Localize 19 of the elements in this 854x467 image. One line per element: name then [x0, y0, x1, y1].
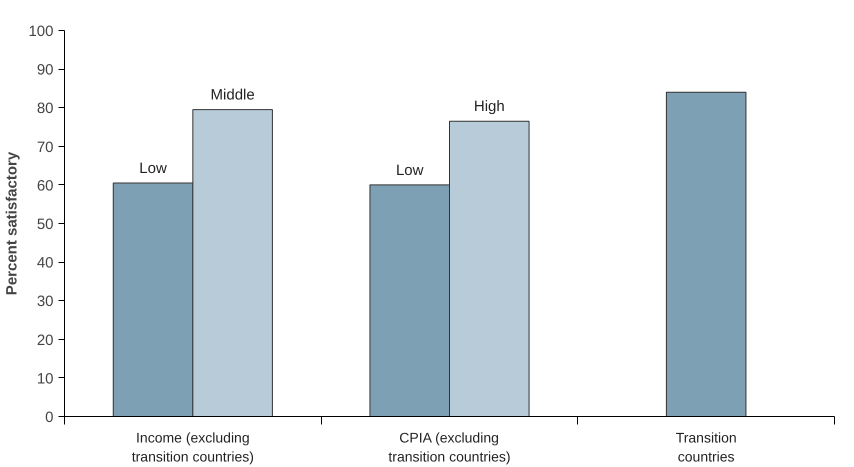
y-tick-label: 90 [36, 62, 54, 79]
y-tick-label: 30 [36, 293, 54, 310]
y-tick-label: 0 [45, 409, 54, 426]
y-tick-label: 60 [36, 177, 54, 194]
x-tick-label: Income (excluding transition countries) [132, 430, 254, 465]
y-tick-label: 100 [28, 23, 54, 40]
y-tick-label: 20 [36, 332, 54, 349]
y-axis-title: Percent satisfactory [3, 151, 20, 296]
y-tick-label: 70 [36, 138, 54, 156]
annotation: Low [139, 160, 167, 177]
annotation: Low [396, 162, 424, 179]
x-tick-label: CPIA (excluding transition countries) [388, 430, 511, 465]
annotation: High [474, 98, 505, 116]
x-tick-label: Transition countries [676, 430, 737, 465]
y-tick-label: 40 [36, 254, 54, 272]
annotation: Middle [210, 86, 255, 104]
y-tick-label: 80 [36, 100, 54, 118]
y-tick-label: 50 [36, 216, 54, 233]
y-tick-label: 10 [36, 370, 54, 388]
